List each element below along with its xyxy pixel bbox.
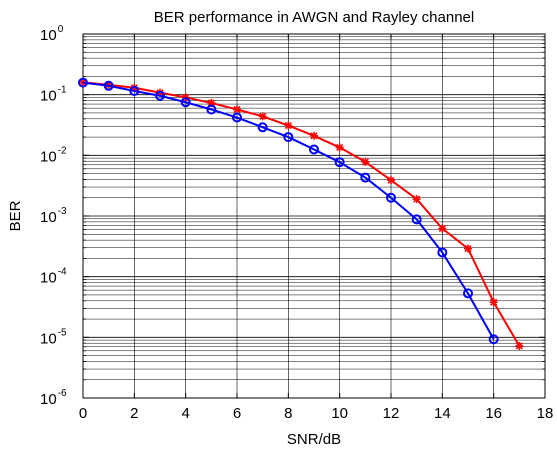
x-axis-label: SNR/dB (287, 431, 341, 448)
data-point (438, 224, 447, 233)
x-tick-labels: 0 2 4 6 8 10 12 14 16 18 (79, 405, 554, 422)
x-tick-label: 8 (284, 405, 292, 422)
data-point (283, 132, 294, 143)
y-axis-label: BER (7, 200, 24, 231)
data-point (463, 288, 473, 299)
x-tick-label: 16 (485, 405, 502, 422)
data-point (437, 247, 448, 258)
data-point (284, 121, 293, 130)
data-point (103, 80, 114, 91)
data-point (361, 157, 370, 166)
data-point (387, 176, 395, 185)
y-tick-label: 10-3 (40, 206, 67, 226)
x-tick-label: 14 (434, 405, 451, 422)
data-point (464, 244, 472, 253)
x-tick-label: 2 (130, 405, 138, 422)
data-point (334, 157, 345, 168)
x-tick-label: 10 (331, 405, 348, 422)
data-point (488, 334, 499, 345)
y-tick-label: 10-4 (40, 267, 67, 287)
x-tick-label: 4 (181, 405, 189, 422)
series-1 (78, 77, 499, 345)
data-point (232, 112, 242, 123)
series-line (82, 81, 495, 340)
data-point (180, 97, 191, 108)
data-point (257, 122, 268, 133)
x-tick-label: 18 (537, 405, 554, 422)
data-point (515, 341, 524, 350)
y-tick-label: 100 (40, 24, 64, 44)
data-point (489, 298, 498, 307)
y-tick-label: 10-6 (40, 388, 67, 408)
y-tick-label: 10-2 (40, 145, 67, 165)
y-tick-labels: 100 10-1 10-2 10-3 10-4 10-5 10-6 (40, 24, 67, 408)
data-point (233, 105, 241, 114)
data-point (335, 143, 344, 152)
data-point (412, 195, 421, 204)
x-tick-label: 6 (233, 405, 241, 422)
y-tick-label: 10-5 (40, 327, 67, 347)
data-point (258, 112, 267, 121)
series-0 (79, 78, 524, 350)
series-line (82, 81, 521, 347)
x-tick-label: 0 (79, 405, 87, 422)
chart-title: BER performance in AWGN and Rayley chann… (154, 9, 474, 26)
data-point (309, 144, 319, 155)
data-point (206, 104, 217, 115)
series-layer (78, 77, 524, 350)
data-point (310, 131, 318, 140)
data-point (129, 85, 140, 96)
y-tick-label: 10-1 (40, 85, 67, 105)
data-point (78, 77, 88, 88)
data-point (411, 214, 422, 225)
x-tick-label: 12 (383, 405, 400, 422)
data-point (360, 172, 371, 183)
data-point (386, 192, 396, 203)
data-point (155, 90, 165, 101)
axis-ticks (82, 33, 546, 399)
